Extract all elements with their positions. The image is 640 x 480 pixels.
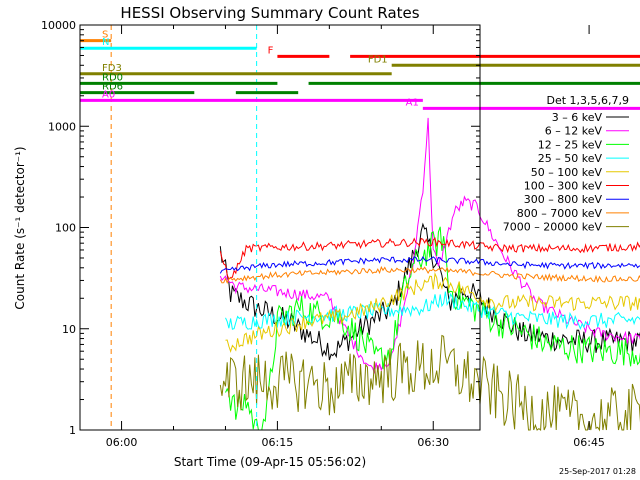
series-4-line-1 [225, 291, 640, 330]
series-8-line-1 [219, 265, 640, 285]
series-7 [219, 256, 640, 274]
series-2-line-1 [219, 117, 640, 374]
y-tick-label-2: 10 [62, 323, 76, 336]
y-tick-label-3: 100 [55, 222, 76, 235]
legend-label-5: 50 – 100 keV [531, 166, 603, 179]
legend-label-3: 12 – 25 keV [538, 138, 603, 151]
series-6-line-1 [219, 237, 640, 280]
x-tick-label-3: 06:30 [417, 436, 449, 449]
flag-label-rd0: RD0 [102, 72, 123, 83]
series-5 [225, 271, 640, 354]
legend-label-2: 6 – 12 keV [545, 125, 603, 138]
plot-area [219, 117, 640, 432]
legend-title: Det 1,3,5,6,7,9 [546, 94, 629, 107]
legend-label-7: 300 – 800 keV [524, 193, 603, 206]
footer-date: 25-Sep-2017 01:28 [559, 467, 636, 476]
axes: 06:0006:1506:3006:4507:0007:1507:3011010… [41, 19, 605, 449]
flag-label-a1: A1 [406, 97, 419, 108]
series-4 [225, 291, 640, 330]
y-tick-label-5: 10000 [41, 19, 76, 32]
flag-label-fd3: FD3 [102, 63, 122, 74]
x-tick-label-2: 06:15 [262, 436, 294, 449]
y-tick-label-4: 1000 [48, 120, 76, 133]
x-axis-label: Start Time (09-Apr-15 05:56:02) [174, 455, 366, 469]
y-tick-label-1: 1 [69, 424, 76, 437]
series-9-line-1 [219, 334, 640, 432]
series-8 [219, 265, 640, 285]
series-5-line-1 [225, 271, 640, 354]
chart-title: HESSI Observing Summary Count Rates [120, 4, 419, 22]
flag-label-a0: A0 [102, 89, 115, 100]
flag-label-fd1: FD1 [368, 54, 388, 65]
flag-label-f: F [268, 45, 274, 56]
legend-label-9: 7000 – 20000 keV [503, 221, 603, 234]
series-2 [219, 117, 640, 374]
flag-label-s: S [102, 30, 108, 41]
flag-label-rd6: RD6 [102, 82, 123, 93]
legend-label-4: 25 – 50 keV [538, 152, 603, 165]
legend-label-8: 800 – 7000 keV [517, 207, 603, 220]
legend-label-6: 100 – 300 keV [524, 180, 603, 193]
legend-label-1: 3 – 6 keV [552, 111, 603, 124]
x-tick-label-4: 06:45 [573, 436, 605, 449]
flag-label-n: N [102, 37, 109, 48]
x-tick-label-1: 06:00 [106, 436, 138, 449]
y-axis-label: Count Rate (s⁻¹ detector⁻¹) [13, 146, 27, 309]
series-6 [219, 237, 640, 280]
series-9 [219, 334, 640, 432]
series-7-line-1 [219, 256, 640, 274]
